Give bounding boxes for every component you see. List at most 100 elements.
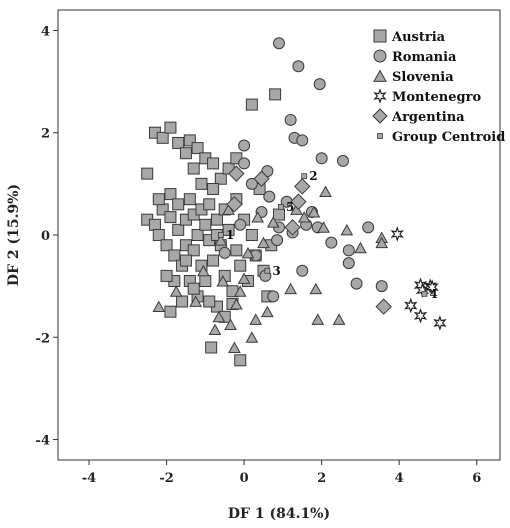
romania-point bbox=[273, 37, 285, 50]
legend-label: Austria bbox=[391, 30, 446, 45]
series-argentina bbox=[226, 165, 392, 315]
axes: -4 -2 0 2 4 6 -4 -2 0 2 4 bbox=[36, 24, 482, 486]
austria-point bbox=[152, 229, 165, 241]
group-centroids: 1 2 3 4 5 bbox=[217, 169, 438, 301]
slovenia-point bbox=[152, 300, 166, 313]
legend-label: Argentina bbox=[391, 110, 465, 125]
legend-label: Romania bbox=[392, 50, 457, 65]
romania-point bbox=[245, 177, 258, 190]
x-tick-label: -2 bbox=[159, 471, 173, 486]
slovenia-point bbox=[233, 285, 247, 297]
x-tick-label: 4 bbox=[395, 471, 404, 486]
slovenia-point bbox=[284, 282, 297, 295]
romania-point bbox=[313, 78, 326, 91]
austria-point bbox=[141, 167, 154, 180]
series-montenegro bbox=[390, 226, 447, 331]
romania-point bbox=[238, 157, 251, 170]
slovenia-point bbox=[251, 211, 265, 223]
slovenia-point bbox=[297, 211, 311, 223]
austria-point bbox=[156, 131, 169, 144]
x-tick-label: 2 bbox=[317, 471, 326, 486]
group-centroid-label: 5 bbox=[286, 200, 294, 214]
slovenia-point bbox=[216, 275, 230, 287]
austria-point bbox=[230, 244, 243, 257]
slovenia-point bbox=[375, 236, 389, 249]
group-centroid-label: 1 bbox=[226, 228, 234, 242]
austria-point bbox=[269, 88, 282, 101]
y-tick-label: 4 bbox=[41, 24, 50, 39]
legend-marker-slovenia bbox=[373, 69, 387, 82]
austria-point bbox=[234, 354, 247, 367]
austria-point bbox=[176, 295, 189, 308]
y-tick-label: 0 bbox=[41, 229, 50, 244]
montenegro-point bbox=[425, 279, 439, 295]
austria-point bbox=[207, 157, 220, 170]
slovenia-point bbox=[266, 216, 280, 228]
legend-marker-romania bbox=[373, 49, 387, 63]
romania-point bbox=[234, 218, 247, 231]
slovenia-point bbox=[169, 285, 183, 297]
slovenia-point bbox=[241, 246, 255, 259]
austria-point bbox=[210, 213, 223, 226]
slovenia-point bbox=[311, 313, 325, 325]
slovenia-point bbox=[230, 298, 243, 310]
legend-marker-group-centroid bbox=[377, 133, 383, 139]
austria-point bbox=[245, 229, 258, 241]
argentina-point bbox=[294, 178, 311, 195]
romania-point bbox=[342, 257, 355, 270]
slovenia-point bbox=[245, 331, 259, 343]
group-centroid-label: 3 bbox=[272, 264, 280, 278]
data-points bbox=[141, 37, 447, 367]
austria-point bbox=[187, 282, 200, 295]
slovenia-point bbox=[309, 282, 323, 295]
slovenia-point bbox=[340, 223, 354, 236]
austria-point bbox=[160, 239, 173, 252]
austria-point bbox=[168, 249, 181, 262]
romania-point bbox=[296, 264, 309, 277]
austria-point bbox=[234, 259, 247, 272]
austria-point bbox=[199, 218, 212, 231]
austria-point bbox=[164, 188, 177, 201]
series-romania bbox=[218, 37, 388, 303]
slovenia-point bbox=[228, 341, 241, 353]
austria-point bbox=[183, 134, 196, 147]
x-tick-label: 6 bbox=[472, 471, 481, 486]
austria-point bbox=[183, 193, 196, 206]
x-axis-title: DF 1 (84.1%) bbox=[228, 506, 330, 522]
slovenia-point bbox=[249, 313, 263, 325]
x-tick-label: 0 bbox=[240, 471, 249, 486]
y-tick-label: 2 bbox=[41, 127, 50, 142]
austria-point bbox=[199, 275, 212, 288]
legend-marker-montenegro bbox=[373, 88, 387, 104]
austria-point bbox=[164, 305, 177, 318]
austria-point bbox=[179, 147, 192, 160]
slovenia-point bbox=[317, 221, 330, 233]
montenegro-point bbox=[390, 226, 404, 242]
slovenia-point bbox=[319, 185, 332, 197]
austria-point bbox=[148, 218, 161, 231]
x-tick-label: -4 bbox=[82, 471, 96, 486]
austria-point bbox=[187, 162, 200, 175]
austria-point bbox=[222, 223, 235, 236]
slovenia-point bbox=[214, 234, 228, 246]
y-tick-label: -2 bbox=[36, 331, 50, 346]
austria-point bbox=[203, 198, 216, 211]
group-centroid-marker bbox=[217, 232, 224, 238]
austria-point bbox=[214, 172, 227, 185]
austria-point bbox=[172, 198, 185, 211]
legend-marker-argentina bbox=[372, 108, 388, 124]
slovenia-point bbox=[261, 305, 274, 318]
romania-point bbox=[350, 277, 363, 290]
slovenia-point bbox=[237, 272, 251, 284]
argentina-point bbox=[375, 298, 392, 315]
austria-point bbox=[207, 254, 220, 267]
austria-point bbox=[179, 254, 192, 267]
y-tick-label: -4 bbox=[36, 434, 50, 449]
romania-point bbox=[292, 60, 305, 73]
romania-point bbox=[342, 244, 355, 257]
group-centroid-marker bbox=[264, 267, 271, 274]
romania-point bbox=[375, 280, 388, 293]
austria-point bbox=[195, 177, 208, 190]
austria-point bbox=[187, 244, 200, 257]
